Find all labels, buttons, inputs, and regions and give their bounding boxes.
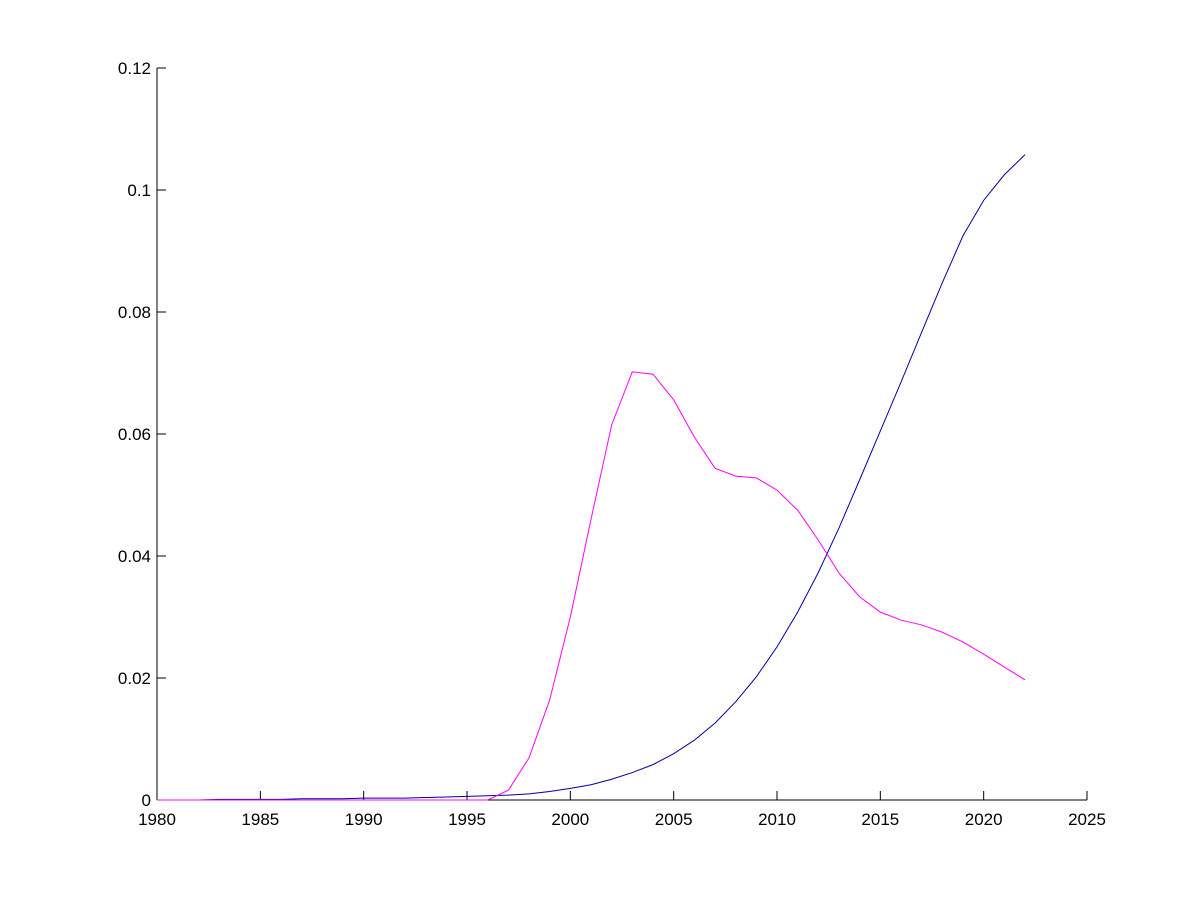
line-series bbox=[157, 371, 1026, 801]
y-tick-label: 0.1 bbox=[127, 181, 151, 200]
x-tick-label: 2020 bbox=[965, 810, 1003, 829]
x-tick-label: 2015 bbox=[861, 810, 899, 829]
y-tick-label: 0.04 bbox=[118, 547, 151, 566]
x-tick-label: 1990 bbox=[345, 810, 383, 829]
y-tick-label: 0.08 bbox=[118, 303, 151, 322]
y-tick-label: 0 bbox=[142, 791, 151, 810]
x-tick-label: 1995 bbox=[448, 810, 486, 829]
x-tick-label: 2025 bbox=[1068, 810, 1106, 829]
x-tick-label: 1980 bbox=[138, 810, 176, 829]
line-series bbox=[157, 154, 1026, 801]
x-tick-label: 2010 bbox=[758, 810, 796, 829]
y-tick-label: 0.06 bbox=[118, 425, 151, 444]
x-tick-label: 1985 bbox=[241, 810, 279, 829]
y-tick-label: 0.12 bbox=[118, 59, 151, 78]
y-tick-label: 0.02 bbox=[118, 669, 151, 688]
x-tick-label: 2000 bbox=[551, 810, 589, 829]
x-tick-label: 2005 bbox=[655, 810, 693, 829]
